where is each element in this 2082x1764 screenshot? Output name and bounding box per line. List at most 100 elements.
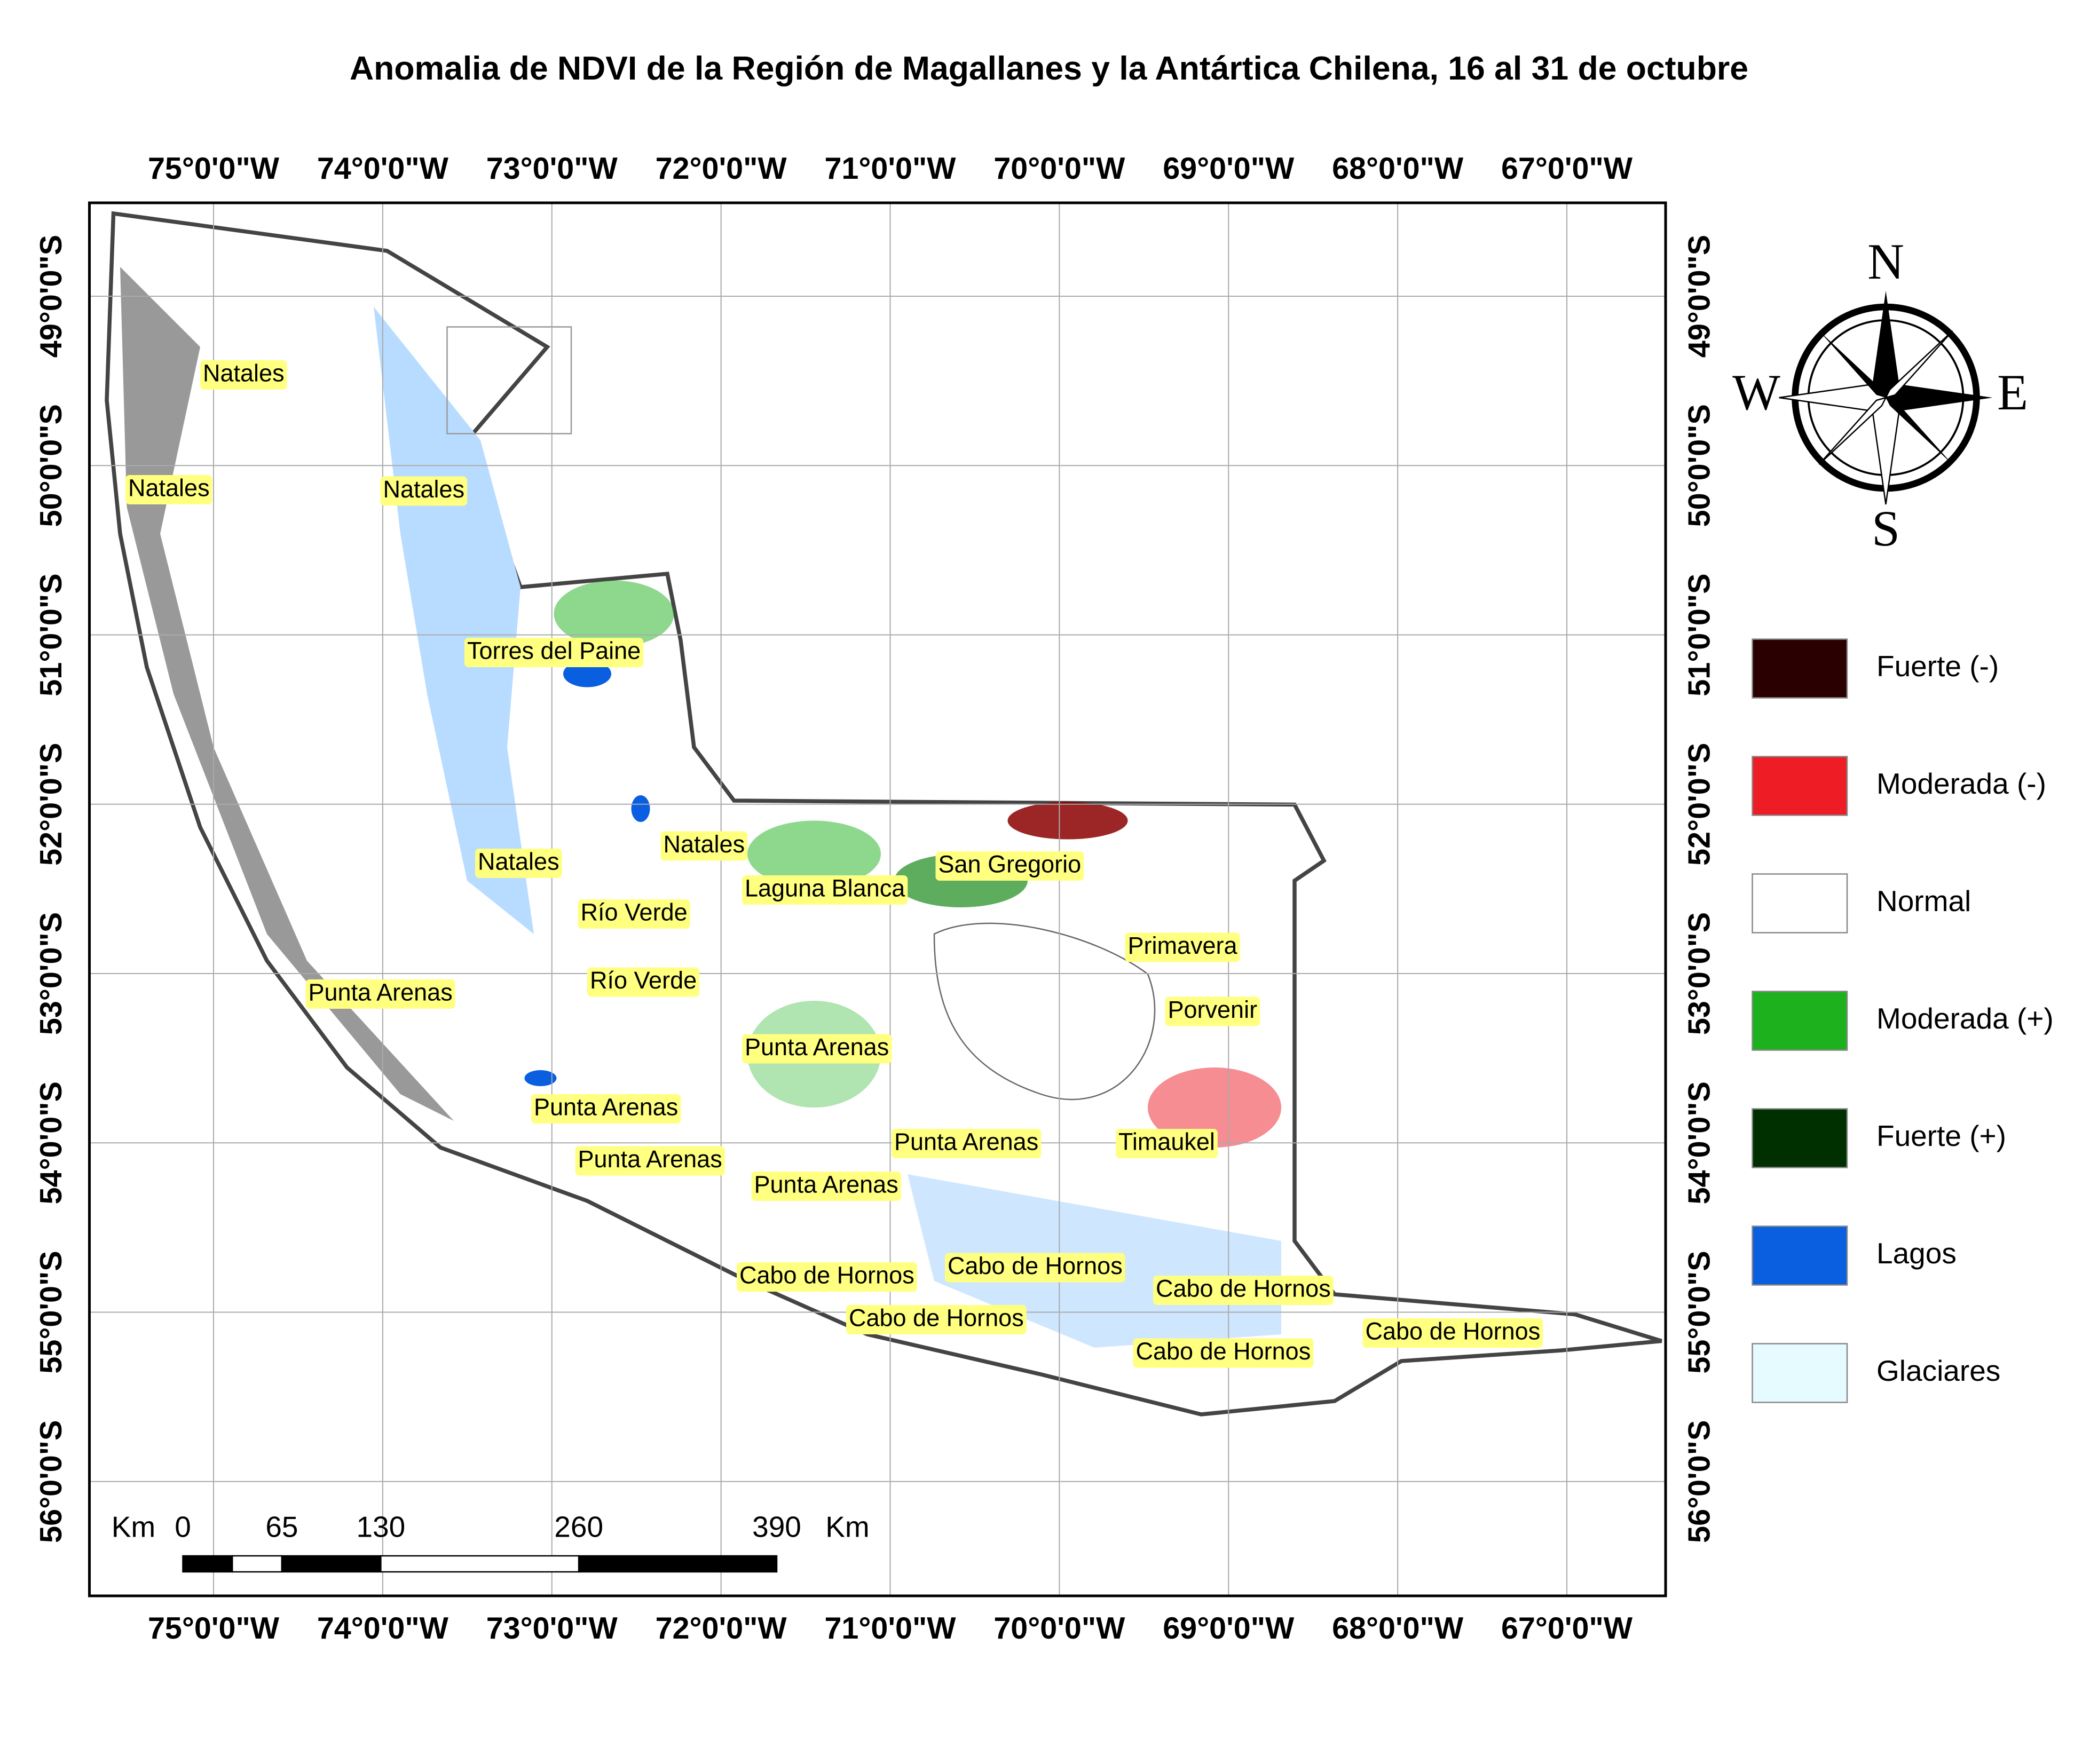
map-border xyxy=(88,201,1667,1597)
legend-swatch xyxy=(1752,1225,1848,1286)
lat-label-left: 50°0'0"S xyxy=(34,404,68,527)
lake xyxy=(631,795,650,822)
place-label-bg xyxy=(742,875,908,905)
lon-label-bottom: 72°0'0"W xyxy=(656,1611,787,1646)
place-label-bg xyxy=(575,1146,725,1176)
place-label-bg xyxy=(380,476,468,506)
place-label: Punta Arenas xyxy=(578,1145,722,1173)
scale-segment xyxy=(578,1555,778,1573)
legend-label: Moderada (+) xyxy=(1876,1002,2054,1035)
lon-label-bottom: 70°0'0"W xyxy=(993,1611,1125,1646)
scale-segment xyxy=(182,1555,233,1573)
map-title: Anomalia de NDVI de la Región de Magalla… xyxy=(350,50,1748,87)
place-label: Natales xyxy=(383,476,465,503)
scale-tick-label: 65 xyxy=(265,1510,298,1544)
place-label: Cabo de Hornos xyxy=(739,1261,914,1288)
place-label: Río Verde xyxy=(581,898,688,925)
place-label: Torres del Paine xyxy=(467,637,641,664)
lon-label-top: 71°0'0"W xyxy=(824,152,956,186)
place-label: San Gregorio xyxy=(939,850,1082,877)
legend-label: Fuerte (-) xyxy=(1876,650,1999,683)
place-label: Cabo de Hornos xyxy=(948,1252,1123,1279)
place-label-bg xyxy=(464,638,644,667)
place-label: Punta Arenas xyxy=(534,1093,678,1120)
legend-label: Lagos xyxy=(1876,1237,1957,1270)
place-label: Cabo de Hornos xyxy=(1366,1317,1541,1344)
scale-tick-label: 0 xyxy=(175,1510,191,1544)
glacier-field xyxy=(374,307,534,934)
place-label-bg xyxy=(1362,1318,1543,1348)
boundary-box xyxy=(446,326,572,434)
anomaly-patch xyxy=(1007,802,1128,840)
place-label-bg xyxy=(892,1129,1042,1158)
place-label-bg xyxy=(660,831,748,861)
legend-label: Normal xyxy=(1876,884,1971,917)
lat-label-left: 54°0'0"S xyxy=(34,1081,68,1204)
legend-swatch xyxy=(1752,873,1848,934)
lat-label-right: 53°0'0"S xyxy=(1683,912,1717,1035)
place-label: Natales xyxy=(203,359,285,386)
lon-label-bottom: 73°0'0"W xyxy=(486,1611,618,1646)
legend-label: Glaciares xyxy=(1876,1354,2000,1387)
legend-swatch xyxy=(1752,991,1848,1051)
legend-swatch xyxy=(1752,756,1848,816)
lat-label-left: 52°0'0"S xyxy=(34,743,68,866)
lon-label-top: 75°0'0"W xyxy=(148,152,280,186)
lon-label-top: 74°0'0"W xyxy=(317,152,449,186)
lon-label-bottom: 74°0'0"W xyxy=(317,1611,449,1646)
compass-rose: N S W E xyxy=(1732,233,2028,557)
anomaly-patch xyxy=(1148,1067,1281,1148)
place-label: Punta Arenas xyxy=(754,1170,898,1198)
lon-label-top: 67°0'0"W xyxy=(1501,152,1633,186)
legend-label: Fuerte (+) xyxy=(1876,1119,2006,1152)
place-label-bg xyxy=(737,1262,917,1292)
place-label-bg xyxy=(1153,1276,1334,1305)
legend-label: Moderada (-) xyxy=(1876,767,2046,800)
place-label: Punta Arenas xyxy=(894,1128,1038,1155)
place-label: Laguna Blanca xyxy=(745,874,905,901)
compass-s: S xyxy=(1872,500,1900,557)
compass-n: N xyxy=(1867,233,1904,290)
lat-label-right: 51°0'0"S xyxy=(1683,573,1717,696)
legend-swatch xyxy=(1752,1343,1848,1403)
lat-label-left: 51°0'0"S xyxy=(34,573,68,696)
strait xyxy=(933,922,1156,1101)
lon-label-top: 69°0'0"W xyxy=(1163,152,1295,186)
place-label-bg xyxy=(1125,932,1240,962)
place-label-bg xyxy=(305,979,455,1009)
lat-label-right: 49°0'0"S xyxy=(1683,235,1717,358)
place-label-bg xyxy=(1133,1338,1314,1368)
legend-swatch xyxy=(1752,1108,1848,1168)
place-label: Primavera xyxy=(1128,932,1238,959)
place-label-bg xyxy=(200,360,287,390)
scale-segment xyxy=(380,1555,580,1573)
map-frame xyxy=(89,203,1666,1596)
lat-label-right: 56°0'0"S xyxy=(1683,1420,1717,1543)
lon-label-bottom: 67°0'0"W xyxy=(1501,1611,1633,1646)
lon-label-top: 73°0'0"W xyxy=(486,152,618,186)
lon-label-bottom: 69°0'0"W xyxy=(1163,1611,1295,1646)
legend-swatch xyxy=(1752,638,1848,699)
lon-label-bottom: 71°0'0"W xyxy=(824,1611,956,1646)
place-label-bg xyxy=(1165,996,1260,1026)
place-label-bg xyxy=(531,1094,681,1124)
west-archipelago xyxy=(120,267,587,1188)
lon-label-top: 70°0'0"W xyxy=(993,152,1125,186)
lon-label-top: 68°0'0"W xyxy=(1332,152,1464,186)
place-label: Cabo de Hornos xyxy=(1156,1275,1331,1302)
place-label-bg xyxy=(578,899,690,929)
lon-label-bottom: 68°0'0"W xyxy=(1332,1611,1464,1646)
lat-label-right: 52°0'0"S xyxy=(1683,743,1717,866)
place-label-bg xyxy=(846,1305,1027,1334)
lon-label-bottom: 75°0'0"W xyxy=(148,1611,280,1646)
anomaly-patch xyxy=(554,580,674,647)
place-label-bg xyxy=(1116,1129,1218,1158)
place-label: Cabo de Hornos xyxy=(849,1304,1024,1331)
lat-label-left: 56°0'0"S xyxy=(34,1420,68,1543)
place-label: Natales xyxy=(478,848,559,875)
anomaly-patch xyxy=(747,820,881,888)
compass-w: W xyxy=(1732,364,1780,421)
lat-label-right: 54°0'0"S xyxy=(1683,1081,1717,1204)
place-label: Cabo de Hornos xyxy=(1136,1338,1311,1365)
